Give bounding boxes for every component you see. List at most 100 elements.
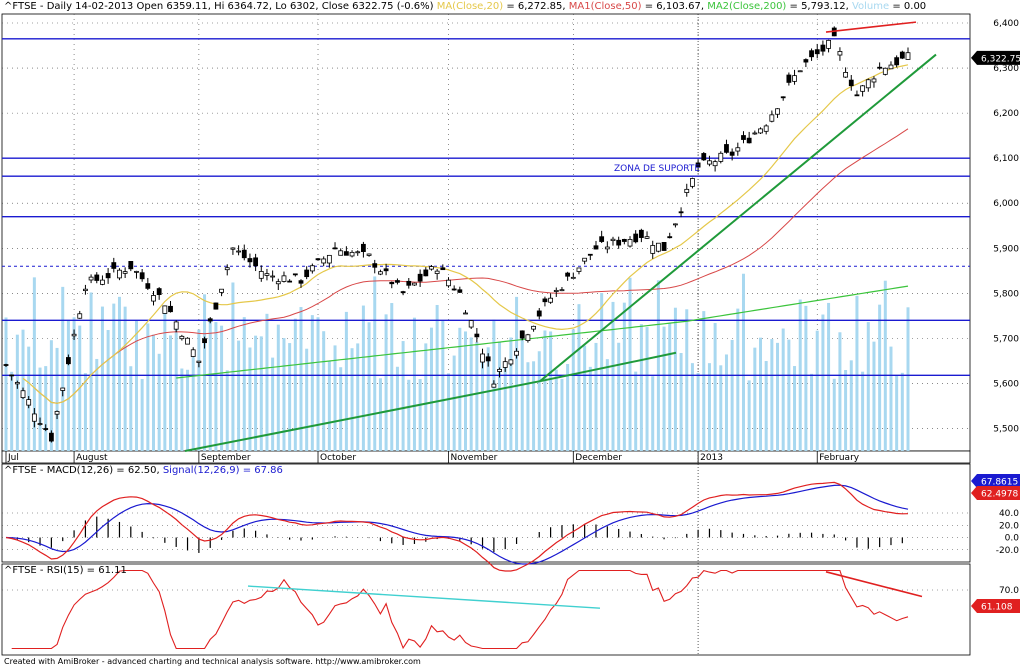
volume-bar	[787, 339, 791, 451]
candle-body	[31, 413, 37, 422]
volume-bar	[129, 366, 133, 451]
candle-body	[14, 382, 20, 385]
volume-bar	[203, 294, 207, 451]
ma50-line	[34, 128, 909, 404]
volume-bar	[401, 341, 405, 451]
candle-body	[553, 289, 559, 292]
header-segment: = 5,793.12,	[789, 1, 852, 12]
volume-bar	[237, 340, 241, 451]
y-tick-label: 6,000	[993, 199, 1019, 209]
volume-bar	[333, 345, 337, 451]
volume-bar	[89, 292, 93, 451]
candle-body	[667, 236, 673, 239]
volume-bar	[827, 302, 831, 451]
axis-labels: 6,400 6,300 6,200 6,100 6,000 5,900 5,800 5,700…	[5, 19, 1019, 463]
volume-bar	[299, 307, 303, 451]
candle-body	[43, 428, 49, 430]
volume-bar	[390, 303, 394, 451]
volume-bar	[429, 327, 433, 451]
volume-bar	[475, 341, 479, 451]
candle-body	[741, 135, 746, 140]
volume-bar	[554, 369, 558, 451]
candle-body	[610, 238, 616, 242]
volume-bar	[855, 295, 859, 451]
volume-bar	[117, 296, 121, 451]
volume-bar	[906, 307, 910, 451]
candle-body	[83, 288, 88, 292]
volume-bar	[140, 379, 144, 451]
volume-bar	[883, 280, 887, 451]
volume-bar	[441, 320, 445, 451]
candle-body	[718, 152, 724, 162]
candle-body	[128, 261, 134, 270]
volume-bar	[498, 341, 502, 451]
candle-body	[60, 387, 66, 391]
volume-bar	[310, 315, 314, 451]
volume-bar	[61, 286, 65, 451]
candle-body	[77, 313, 83, 319]
volume-bar	[32, 277, 36, 451]
candle-body	[684, 188, 690, 193]
candle-body	[258, 271, 264, 279]
price-candles	[3, 26, 911, 443]
candle-body	[429, 266, 434, 270]
x-tick-label: October	[320, 453, 356, 463]
candle-body	[763, 125, 769, 132]
value-badges: 6,322.75 67.8615 62.4978 61.108	[971, 50, 1021, 613]
x-tick-label: August	[76, 453, 108, 463]
candle-body	[531, 325, 536, 330]
candle-body	[899, 51, 905, 59]
candle-body	[655, 242, 661, 252]
volume-bar	[736, 308, 740, 451]
candle-body	[179, 335, 185, 340]
signal-value-badge-shape	[971, 474, 1020, 488]
volume-bar	[724, 354, 728, 451]
candle-body	[321, 258, 327, 264]
volume-bar	[895, 375, 899, 451]
volume-bar	[327, 360, 331, 451]
volume-bar	[821, 314, 825, 451]
header-segment: Volume	[851, 1, 893, 12]
grid-lines	[2, 14, 970, 655]
volume-bar	[622, 302, 626, 451]
candle-body	[145, 283, 151, 289]
volume-bar	[225, 370, 229, 451]
candle-body	[54, 411, 60, 415]
volume-bar	[900, 372, 904, 451]
volume-bar	[412, 317, 416, 451]
volume-bar	[770, 339, 774, 451]
candle-body	[712, 161, 718, 167]
volume-bar	[594, 342, 598, 451]
x-tick-label: February	[819, 453, 860, 463]
candle-body	[673, 223, 678, 226]
candle-body	[854, 94, 860, 97]
volume-bar	[305, 348, 309, 451]
candle-body	[253, 257, 259, 267]
candle-body	[775, 108, 780, 115]
volume-bar	[174, 327, 178, 451]
x-axis-strip	[1, 450, 971, 464]
volume-bar	[407, 379, 411, 451]
candle-body	[292, 273, 298, 276]
volume-bar	[532, 361, 536, 451]
rsi-divergence-line	[247, 585, 601, 609]
candle-body	[570, 276, 576, 279]
volume-bar	[588, 366, 592, 451]
candle-body	[826, 39, 831, 49]
header-segment: = 6,103.67,	[644, 1, 708, 12]
volume-bar	[696, 372, 700, 451]
volume-bar	[66, 319, 70, 451]
candle-body	[843, 72, 848, 78]
volume-bar	[759, 337, 763, 451]
candle-body	[690, 178, 695, 187]
volume-bar	[197, 329, 201, 451]
trend-lines	[184, 21, 937, 452]
volume-bar	[259, 336, 263, 451]
candle-body	[882, 67, 888, 75]
rsi-header: ^FTSE - RSI(15) = 61.11	[4, 565, 127, 576]
volume-bar	[123, 306, 127, 451]
candle-body	[678, 211, 684, 214]
volume-bar	[889, 346, 893, 451]
candle-body	[88, 276, 94, 281]
candle-body	[809, 50, 814, 58]
